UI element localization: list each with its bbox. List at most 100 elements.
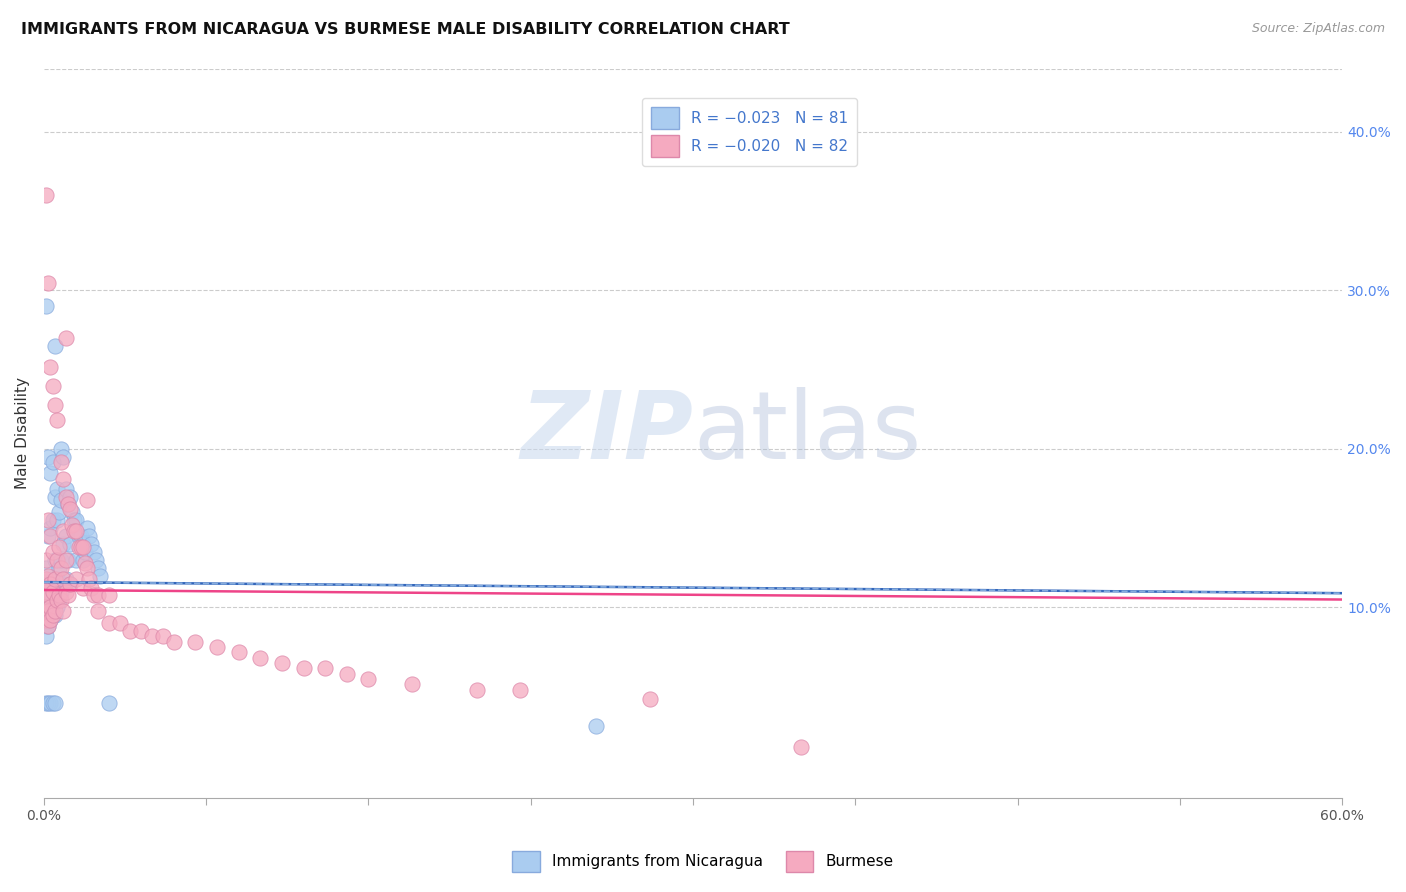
Point xyxy=(79,529,101,543)
Point xyxy=(97,588,120,602)
Point xyxy=(37,513,59,527)
Point xyxy=(249,651,271,665)
Point xyxy=(51,442,73,456)
Point xyxy=(52,537,75,551)
Point xyxy=(129,624,152,639)
Point xyxy=(35,572,58,586)
Point xyxy=(35,188,58,202)
Point xyxy=(80,582,103,596)
Point xyxy=(108,616,131,631)
Point xyxy=(48,588,70,602)
Point xyxy=(35,299,58,313)
Point xyxy=(52,572,75,586)
Point xyxy=(39,576,62,591)
Point xyxy=(336,667,359,681)
Text: ZIP: ZIP xyxy=(520,387,693,479)
Point xyxy=(44,608,66,623)
Point xyxy=(39,613,62,627)
Point xyxy=(51,584,73,599)
Point xyxy=(69,529,91,543)
Point xyxy=(73,545,96,559)
Point xyxy=(80,537,103,551)
Point xyxy=(37,604,59,618)
Point xyxy=(37,696,59,710)
Point xyxy=(45,553,67,567)
Point xyxy=(35,619,58,633)
Point xyxy=(72,537,94,551)
Point xyxy=(72,553,94,567)
Point xyxy=(45,482,67,496)
Point xyxy=(41,545,63,559)
Point xyxy=(41,696,63,710)
Point xyxy=(44,572,66,586)
Point xyxy=(56,588,79,602)
Point xyxy=(205,640,228,654)
Point xyxy=(65,513,87,527)
Point xyxy=(41,455,63,469)
Point xyxy=(55,584,77,599)
Point xyxy=(59,490,82,504)
Point xyxy=(120,624,142,639)
Point xyxy=(55,490,77,504)
Point xyxy=(228,645,250,659)
Point xyxy=(45,513,67,527)
Point xyxy=(52,604,75,618)
Point xyxy=(35,553,58,567)
Point xyxy=(45,592,67,607)
Point xyxy=(141,629,163,643)
Point xyxy=(55,331,77,345)
Point xyxy=(37,592,59,607)
Point xyxy=(39,600,62,615)
Point xyxy=(48,561,70,575)
Point xyxy=(39,584,62,599)
Point xyxy=(55,482,77,496)
Point xyxy=(52,450,75,464)
Point xyxy=(35,604,58,618)
Point xyxy=(41,513,63,527)
Point xyxy=(52,524,75,539)
Point xyxy=(35,588,58,602)
Point xyxy=(44,339,66,353)
Point xyxy=(37,604,59,618)
Point xyxy=(97,696,120,710)
Point xyxy=(72,540,94,554)
Point xyxy=(87,604,110,618)
Point xyxy=(65,553,87,567)
Point xyxy=(401,676,423,690)
Point xyxy=(83,545,105,559)
Point xyxy=(51,592,73,607)
Point xyxy=(45,413,67,427)
Text: atlas: atlas xyxy=(693,387,921,479)
Point xyxy=(41,378,63,392)
Point xyxy=(37,568,59,582)
Point xyxy=(37,529,59,543)
Point xyxy=(73,556,96,570)
Point xyxy=(55,529,77,543)
Point xyxy=(87,561,110,575)
Point xyxy=(51,455,73,469)
Point xyxy=(63,513,86,527)
Text: IMMIGRANTS FROM NICARAGUA VS BURMESE MALE DISABILITY CORRELATION CHART: IMMIGRANTS FROM NICARAGUA VS BURMESE MAL… xyxy=(21,22,790,37)
Point xyxy=(48,540,70,554)
Point xyxy=(509,682,531,697)
Point xyxy=(89,568,111,582)
Point xyxy=(83,588,105,602)
Legend: R = −0.023   N = 81, R = −0.020   N = 82: R = −0.023 N = 81, R = −0.020 N = 82 xyxy=(643,98,858,166)
Point xyxy=(37,584,59,599)
Point xyxy=(52,472,75,486)
Point xyxy=(35,576,58,591)
Point xyxy=(39,521,62,535)
Point xyxy=(97,616,120,631)
Point xyxy=(184,635,207,649)
Point xyxy=(35,629,58,643)
Point xyxy=(39,359,62,374)
Point xyxy=(52,576,75,591)
Point xyxy=(638,692,661,706)
Point xyxy=(35,596,58,610)
Point xyxy=(35,561,58,575)
Point xyxy=(44,696,66,710)
Point xyxy=(56,498,79,512)
Point xyxy=(35,611,58,625)
Point xyxy=(76,561,98,575)
Text: Source: ZipAtlas.com: Source: ZipAtlas.com xyxy=(1251,22,1385,36)
